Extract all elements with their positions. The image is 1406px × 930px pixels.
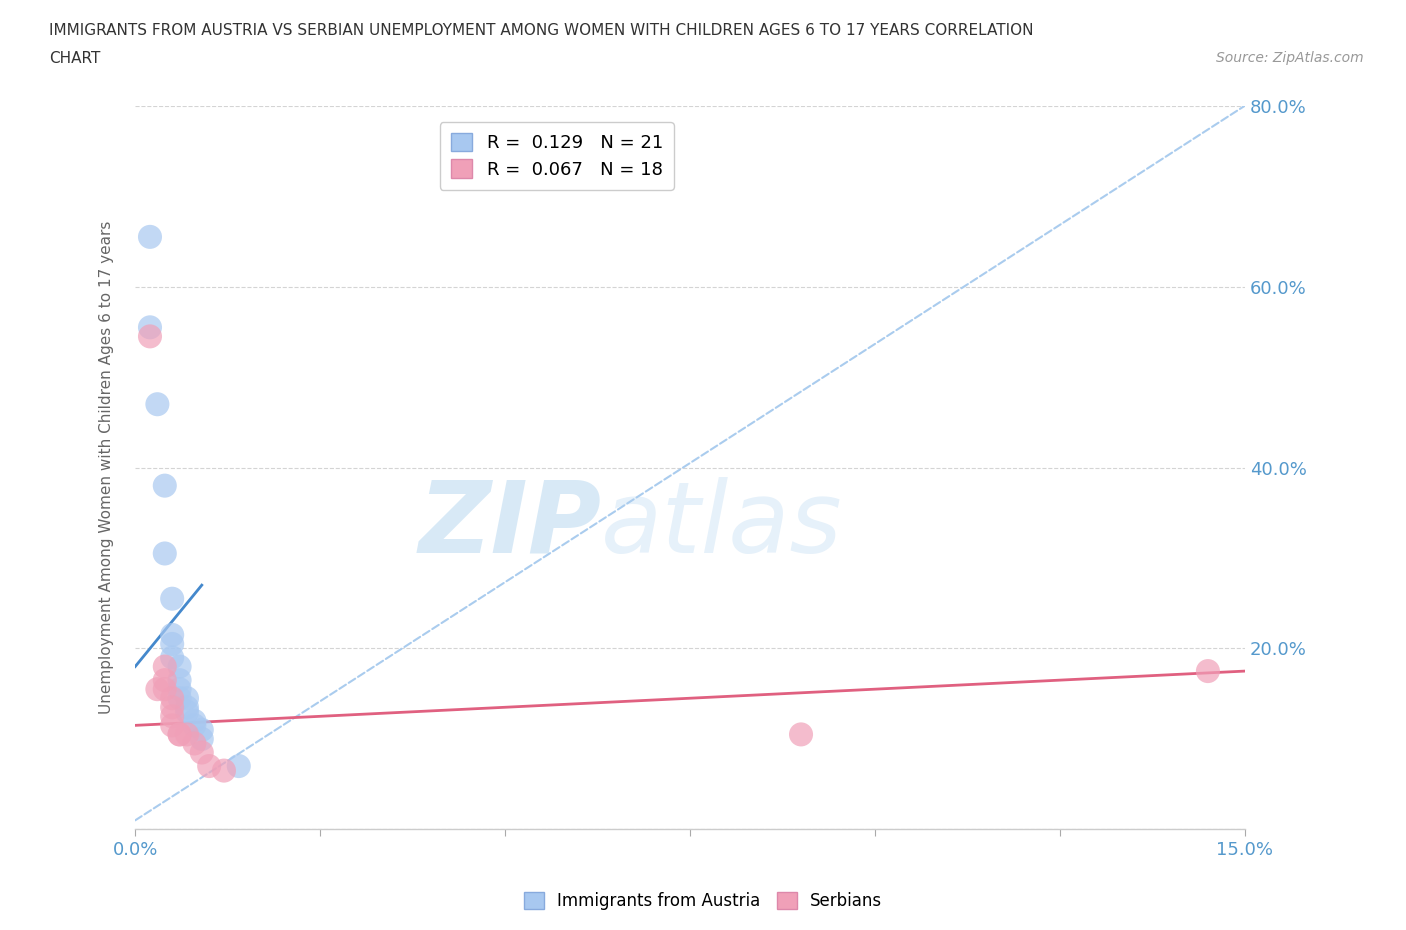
Legend: Immigrants from Austria, Serbians: Immigrants from Austria, Serbians <box>517 885 889 917</box>
Point <box>183 736 205 751</box>
Text: ZIP: ZIP <box>418 477 602 574</box>
Point <box>160 636 183 651</box>
Point <box>146 682 169 697</box>
Point <box>160 628 183 643</box>
Point <box>191 745 214 760</box>
Point <box>160 709 183 724</box>
Text: CHART: CHART <box>49 51 101 66</box>
Point <box>160 650 183 665</box>
Point <box>153 672 176 687</box>
Legend: R =  0.129   N = 21, R =  0.067   N = 18: R = 0.129 N = 21, R = 0.067 N = 18 <box>440 122 673 190</box>
Point <box>139 329 162 344</box>
Point <box>176 691 198 706</box>
Point <box>153 478 176 493</box>
Point <box>228 759 250 774</box>
Point <box>153 546 176 561</box>
Point <box>1197 664 1219 679</box>
Point <box>169 682 191 697</box>
Point <box>153 682 176 697</box>
Point <box>169 727 191 742</box>
Point <box>191 723 214 737</box>
Point <box>160 700 183 715</box>
Point <box>176 727 198 742</box>
Point <box>153 659 176 674</box>
Point <box>139 320 162 335</box>
Text: Source: ZipAtlas.com: Source: ZipAtlas.com <box>1216 51 1364 65</box>
Point <box>169 659 191 674</box>
Text: IMMIGRANTS FROM AUSTRIA VS SERBIAN UNEMPLOYMENT AMONG WOMEN WITH CHILDREN AGES 6: IMMIGRANTS FROM AUSTRIA VS SERBIAN UNEMP… <box>49 23 1033 38</box>
Point <box>176 700 198 715</box>
Point <box>160 591 183 606</box>
Point <box>139 230 162 245</box>
Point <box>176 704 198 719</box>
Point <box>169 691 191 706</box>
Point <box>183 713 205 728</box>
Point <box>198 759 221 774</box>
Point <box>191 732 214 747</box>
Point <box>160 691 183 706</box>
Point <box>160 718 183 733</box>
Point <box>183 718 205 733</box>
Point <box>146 397 169 412</box>
Point <box>790 727 813 742</box>
Point <box>169 672 191 687</box>
Point <box>212 764 235 778</box>
Point <box>169 727 191 742</box>
Y-axis label: Unemployment Among Women with Children Ages 6 to 17 years: Unemployment Among Women with Children A… <box>100 220 114 714</box>
Text: atlas: atlas <box>602 477 842 574</box>
